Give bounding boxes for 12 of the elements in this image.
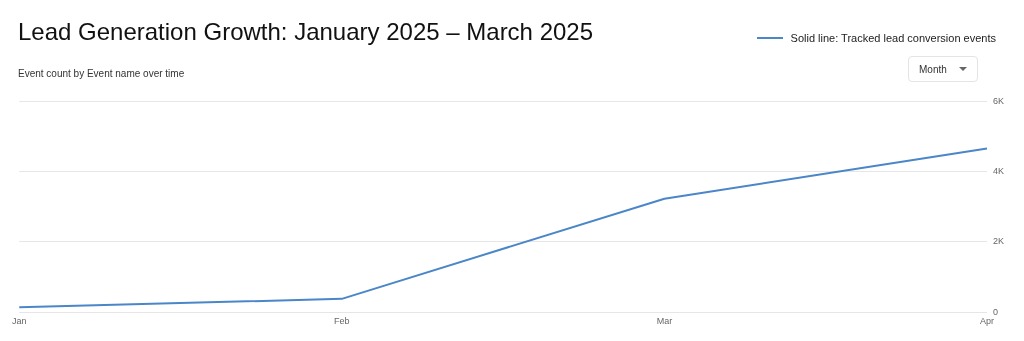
x-tick-label: Apr [979,316,994,327]
chart-title: Lead Generation Growth: January 2025 – March 2025 [18,18,594,46]
y-tick-label: 6K [992,95,1005,106]
chart-subtitle: Event count by Event name over time [18,68,185,79]
y-tick-label: 4K [992,166,1005,177]
y-tick-label: 0 [992,306,999,317]
dropdown: Month [908,56,978,82]
x-tick-label: Jan [12,316,27,327]
legend-label: Solid line: Tracked lead conversion events [790,32,996,44]
x-tick-label: Feb [334,316,350,327]
y-tick-label: 2K [992,236,1005,247]
x-tick-label: Mar [656,316,673,327]
